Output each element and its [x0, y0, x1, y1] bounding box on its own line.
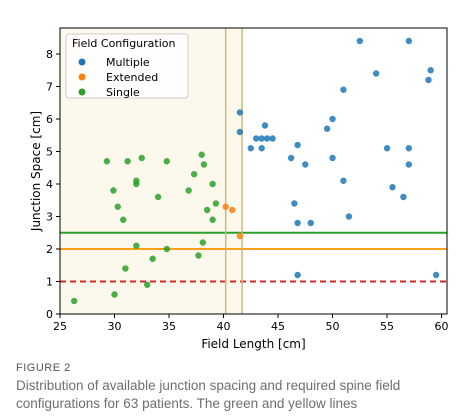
x-tick-label: 35 [162, 320, 176, 333]
point-multiple [307, 219, 314, 227]
y-tick-label: 7 [46, 81, 53, 94]
point-single [185, 187, 192, 194]
y-tick-label: 8 [46, 48, 53, 61]
point-multiple [253, 135, 260, 142]
y-tick-label: 4 [46, 178, 53, 191]
point-single [133, 180, 140, 188]
point-multiple [356, 37, 363, 45]
point-multiple [294, 271, 301, 279]
point-single [144, 281, 151, 288]
point-multiple [389, 184, 396, 191]
x-axis-label: Field Length [cm] [201, 337, 305, 351]
legend-label-single: Single [106, 86, 140, 99]
point-single [138, 154, 145, 162]
point-multiple [236, 109, 244, 116]
legend-marker-extended [78, 73, 86, 81]
data-points [70, 37, 440, 305]
point-multiple [425, 76, 432, 84]
x-tick-label: 55 [380, 320, 394, 333]
plot-area [59, 27, 448, 315]
legend-marker-multiple [78, 58, 86, 66]
point-multiple [323, 125, 331, 132]
point-single [200, 161, 208, 168]
y-tick-label: 1 [46, 276, 53, 289]
x-tick-label: 50 [326, 320, 340, 333]
point-single [163, 158, 171, 165]
figure-caption: Distribution of available junction spaci… [16, 378, 401, 411]
point-single [163, 245, 171, 253]
point-multiple [269, 135, 276, 142]
y-axis-ticks: 0 1 2 3 4 5 6 7 8 [46, 48, 60, 321]
point-multiple [294, 141, 301, 149]
point-multiple [236, 128, 244, 136]
point-single [103, 158, 111, 165]
point-single [209, 180, 216, 188]
point-single [149, 255, 156, 262]
point-multiple [261, 122, 269, 129]
point-multiple [329, 115, 336, 123]
legend-marker-single [78, 88, 86, 96]
y-tick-label: 2 [46, 243, 53, 256]
point-multiple [345, 213, 353, 220]
x-tick-label: 30 [108, 320, 122, 333]
point-multiple [340, 177, 347, 184]
point-extended [236, 232, 244, 240]
point-single [190, 171, 198, 178]
legend: Field Configuration Multiple Extended Sing… [65, 33, 189, 99]
point-multiple [405, 161, 413, 168]
y-tick-label: 5 [46, 146, 53, 159]
point-multiple [302, 161, 309, 168]
point-single [212, 200, 220, 207]
reference-lines [60, 28, 447, 314]
point-single [195, 252, 202, 259]
point-single [110, 187, 117, 194]
point-single [198, 151, 205, 158]
point-multiple [340, 86, 347, 93]
point-multiple [263, 135, 271, 142]
point-single [154, 193, 162, 201]
point-single [124, 158, 131, 165]
point-extended [229, 206, 236, 214]
point-multiple [294, 219, 301, 227]
point-multiple [432, 271, 440, 279]
y-tick-label: 6 [46, 113, 53, 126]
point-multiple [427, 67, 434, 74]
y-axis-label: Junction Space [cm] [29, 111, 43, 232]
point-multiple [291, 200, 298, 207]
point-multiple [405, 37, 413, 45]
x-axis-ticks: 25 30 35 40 45 50 55 60 [53, 314, 449, 333]
figure-label: FIGURE 2 [16, 362, 71, 374]
legend-title: Field Configuration [72, 37, 176, 50]
point-multiple [287, 154, 295, 162]
point-single [199, 239, 207, 246]
point-single [203, 206, 211, 214]
point-single [122, 265, 129, 272]
point-single [120, 216, 127, 223]
x-tick-label: 40 [217, 320, 231, 333]
point-single [133, 242, 140, 249]
point-multiple [258, 145, 265, 152]
y-tick-label: 0 [46, 308, 53, 321]
point-extended [222, 203, 229, 210]
point-multiple [383, 145, 391, 152]
point-single [114, 203, 121, 210]
point-multiple [400, 193, 407, 201]
x-tick-label: 60 [435, 320, 449, 333]
legend-label-multiple: Multiple [106, 56, 150, 69]
x-tick-label: 25 [53, 320, 67, 333]
point-single [209, 216, 216, 223]
point-multiple [247, 145, 254, 152]
point-single [111, 291, 118, 298]
point-single [70, 297, 78, 305]
point-multiple [372, 70, 380, 77]
point-multiple [258, 135, 265, 142]
legend-label-extended: Extended [106, 71, 158, 84]
y-tick-label: 3 [46, 211, 53, 224]
legend-box [65, 33, 189, 99]
x-tick-label: 45 [271, 320, 285, 333]
point-multiple [329, 154, 336, 162]
point-multiple [405, 145, 413, 152]
